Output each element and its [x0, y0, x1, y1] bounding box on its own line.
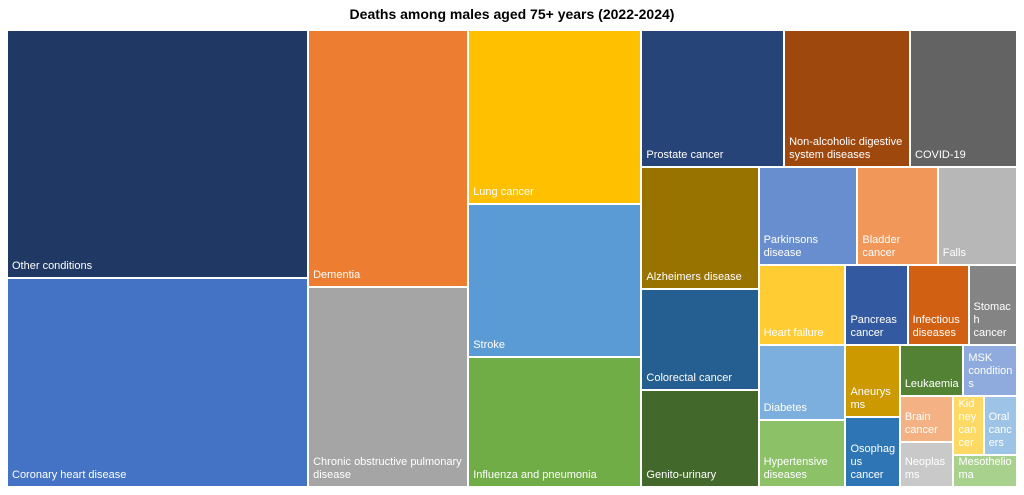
treemap-cell: Heart failure: [758, 264, 846, 346]
treemap-cell: Diabetes: [758, 345, 846, 421]
treemap-cell: Coronary heart disease: [7, 277, 309, 487]
treemap-cell: Mesothelioma: [953, 455, 1017, 487]
treemap-cell: Kidney cancer: [953, 395, 984, 456]
cell-label: Falls: [942, 246, 966, 259]
treemap-cell: COVID-19: [910, 30, 1017, 168]
cell-label: Heart failure: [763, 327, 824, 340]
cell-label: Kidney cancer: [958, 398, 977, 450]
cell-label: Stomach cancer: [973, 301, 1011, 340]
cell-label: Aneurysms: [850, 386, 891, 412]
treemap-cell: Osophagus cancer: [845, 417, 900, 487]
cell-label: Coronary heart disease: [12, 468, 127, 481]
cell-label: Infectious diseases: [912, 314, 960, 340]
treemap-cell: Hypertensive diseases: [758, 420, 846, 487]
cell-label: Stroke: [473, 338, 505, 351]
treemap-cell: MSK conditions: [963, 345, 1017, 396]
cell-label: Chronic obstructive pulmonary disease: [313, 455, 462, 481]
cell-label: Prostate cancer: [646, 149, 724, 162]
treemap-cell: Oral cancers: [983, 395, 1017, 456]
chart-title: Deaths among males aged 75+ years (2022-…: [349, 6, 675, 22]
treemap-cell: Bladder cancer: [857, 167, 938, 265]
cell-label: Diabetes: [763, 402, 807, 415]
cell-label: MSK conditions: [968, 351, 1013, 390]
treemap-cell: Prostate cancer: [641, 30, 785, 168]
treemap-cell: Neoplasms: [899, 442, 954, 487]
cell-label: Leukaemia: [904, 377, 959, 390]
cell-label: Hypertensive diseases: [763, 455, 828, 481]
treemap-cell: Lung cancer: [468, 30, 642, 204]
cell-label: Parkinsons disease: [763, 233, 818, 259]
cell-label: Non-alcoholic digestive system diseases: [789, 136, 903, 162]
cell-label: Neoplasms: [904, 455, 946, 481]
cell-label: Bladder cancer: [862, 233, 901, 259]
cell-label: Other conditions: [12, 259, 93, 272]
cell-label: COVID-19: [915, 149, 966, 162]
treemap-cell: Pancreas cancer: [845, 264, 908, 346]
treemap-cell: Colorectal cancer: [641, 288, 759, 391]
treemap-cell: Leukaemia: [899, 345, 964, 396]
cell-label: Mesothelioma: [958, 455, 1012, 481]
cell-label: Dementia: [313, 268, 361, 281]
cell-label: Influenza and pneumonia: [473, 468, 597, 481]
treemap-cell: Genito-urinary: [641, 390, 759, 487]
treemap-cell: Non-alcoholic digestive system diseases: [784, 30, 910, 168]
treemap-cell: Brain cancer: [899, 395, 954, 443]
cell-label: Lung cancer: [473, 185, 534, 198]
treemap-cell: Parkinsons disease: [758, 167, 858, 265]
treemap-cell: Chronic obstructive pulmonary disease: [308, 286, 469, 487]
cell-label: Pancreas cancer: [850, 314, 897, 340]
cell-label: Oral cancers: [988, 411, 1012, 450]
treemap-cell: Alzheimers disease: [641, 167, 759, 289]
cell-label: Colorectal cancer: [646, 372, 733, 385]
treemap-cell: Falls: [937, 167, 1017, 265]
cell-label: Brain cancer: [904, 411, 938, 437]
treemap-cell: Aneurysms: [845, 345, 900, 418]
cell-label: Genito-urinary: [646, 468, 717, 481]
treemap: Other conditions Coronary heart disease De…: [7, 30, 1017, 487]
treemap-cell: Influenza and pneumonia: [468, 357, 642, 487]
treemap-cell: Dementia: [308, 30, 469, 287]
cell-label: Alzheimers disease: [646, 270, 742, 283]
treemap-cell: Other conditions: [7, 30, 309, 278]
treemap-cell: Stomach cancer: [968, 264, 1017, 346]
treemap-cell: Stroke: [468, 203, 642, 357]
treemap-cell: Infectious diseases: [907, 264, 969, 346]
cell-label: Osophagus cancer: [850, 442, 896, 481]
